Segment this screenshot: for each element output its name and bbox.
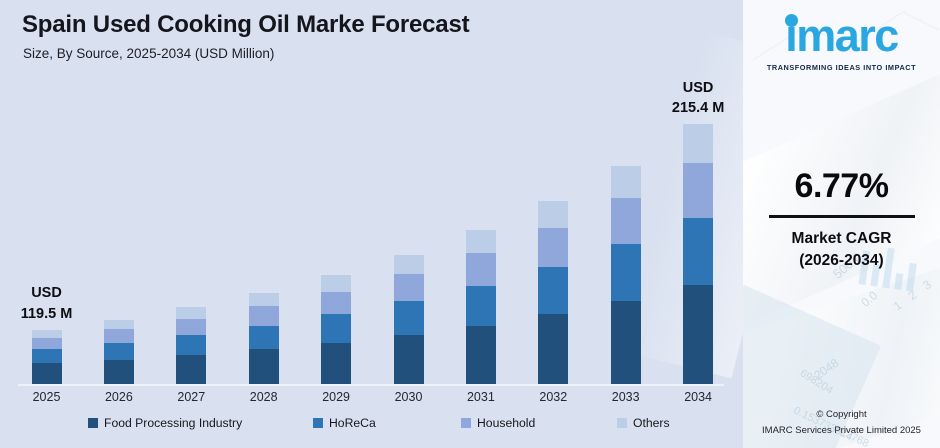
legend-label: Others xyxy=(633,416,670,430)
imarc-logo-dot-icon xyxy=(785,14,799,27)
bar-segment-household xyxy=(683,163,714,218)
imarc-logo: imarc TRANSFORMING IDEAS INTO IMPACT xyxy=(743,13,940,72)
chart-panel: Spain Used Cooking Oil Marke Forecast Si… xyxy=(0,0,743,448)
bar-segment-food-processing-industry xyxy=(610,301,641,384)
bar-segment-others xyxy=(538,200,569,229)
bar-2028 xyxy=(248,292,279,384)
bar-segment-others xyxy=(176,307,207,319)
x-axis-label-2032: 2032 xyxy=(539,390,568,404)
bar-2034 xyxy=(683,124,714,384)
legend: Food Processing Industry HoReCa Household O… xyxy=(0,416,743,440)
imarc-tagline: TRANSFORMING IDEAS INTO IMPACT xyxy=(766,63,917,72)
copyright-line2: IMARC Services Private Limited 2025 xyxy=(762,425,921,437)
bar-segment-others xyxy=(393,254,424,275)
x-axis-label-2034: 2034 xyxy=(684,390,712,404)
bar-segment-food-processing-industry xyxy=(393,334,424,384)
bar-segment-others xyxy=(103,319,134,330)
bar-segment-others xyxy=(683,124,714,164)
x-axis-label-2033: 2033 xyxy=(611,390,640,404)
bar-segment-horeca xyxy=(538,266,569,315)
bar-2029 xyxy=(321,275,352,384)
bar-segment-horeca xyxy=(683,217,714,286)
bar-2031 xyxy=(465,230,496,384)
bar-segment-others xyxy=(610,165,641,199)
bar-segment-food-processing-industry xyxy=(683,285,714,384)
legend-label: Food Processing Industry xyxy=(104,416,243,430)
value-label-2025: USD 119.5 M xyxy=(20,285,73,322)
bar-2025 xyxy=(31,330,62,384)
x-axis-label-2030: 2030 xyxy=(394,390,423,404)
legend-item-household: Household xyxy=(461,416,535,430)
value-label-2034: USD 215.4 M xyxy=(671,79,725,116)
cagr-label-line2: (2026-2034) xyxy=(799,252,884,270)
bar-segment-food-processing-industry xyxy=(465,325,496,384)
bar-segment-food-processing-industry xyxy=(248,349,279,384)
x-axis-label-2028: 2028 xyxy=(249,390,278,404)
bar-segment-others xyxy=(321,275,352,292)
bar-segment-food-processing-industry xyxy=(176,354,207,384)
legend-swatch-icon xyxy=(461,418,471,428)
bar-segment-horeca xyxy=(248,325,279,350)
bar-segment-food-processing-industry xyxy=(103,359,134,384)
cagr-underline xyxy=(768,215,915,218)
bar-segment-household xyxy=(393,274,424,302)
x-axis-label-2027: 2027 xyxy=(177,390,206,404)
legend-swatch-icon xyxy=(88,418,98,428)
bar-segment-household xyxy=(31,338,62,350)
cagr-value: 6.77% xyxy=(794,167,889,205)
chart-subtitle: Size, By Source, 2025-2034 (USD Million) xyxy=(23,46,275,61)
bar-2032 xyxy=(538,200,569,384)
legend-label: HoReCa xyxy=(329,416,376,430)
legend-label: Household xyxy=(477,416,536,430)
bar-2033 xyxy=(610,165,641,384)
copyright-line1: © Copyright xyxy=(816,408,867,420)
plot-area: 2025 2026 2027 2028 2029 2030 2031 2032 2033 2034… xyxy=(18,79,725,404)
x-axis-label-2029: 2029 xyxy=(322,390,350,404)
bar-segment-horeca xyxy=(176,334,207,355)
x-axis-label-2026: 2026 xyxy=(104,390,133,404)
decor-network-lines xyxy=(752,11,940,61)
bar-segment-household xyxy=(465,253,496,286)
bar-segment-household xyxy=(321,291,352,315)
legend-item-others: Others xyxy=(617,416,670,430)
copyright: © Copyright IMARC Services Private Limit… xyxy=(743,407,940,440)
bar-segment-others xyxy=(31,330,62,339)
legend-swatch-icon xyxy=(617,418,627,428)
bar-segment-food-processing-industry xyxy=(321,342,352,384)
bar-segment-others xyxy=(465,230,496,254)
bar-2030 xyxy=(393,254,424,384)
bar-segment-household xyxy=(176,318,207,335)
chart-title: Spain Used Cooking Oil Marke Forecast xyxy=(22,11,470,38)
bar-segment-others xyxy=(248,292,279,307)
legend-item-horeca: HoReCa xyxy=(313,416,376,430)
sidebar: 500.0 0.0 1 2 3 4 2048 698204 0.15373391… xyxy=(743,0,940,448)
imarc-logo-text: imarc xyxy=(785,10,899,61)
x-axis-label-2031: 2031 xyxy=(466,390,495,404)
bar-segment-horeca xyxy=(321,314,352,343)
bar-segment-food-processing-industry xyxy=(538,314,569,384)
bar-segment-household xyxy=(248,306,279,326)
x-axis-label-2025: 2025 xyxy=(32,390,61,404)
bar-segment-horeca xyxy=(610,244,641,302)
bar-segment-household xyxy=(538,228,569,267)
bar-segment-horeca xyxy=(103,342,134,360)
x-axis-line xyxy=(18,384,724,386)
bar-segment-horeca xyxy=(393,301,424,335)
bar-segment-household xyxy=(103,329,134,343)
legend-item-food-processing-industry: Food Processing Industry xyxy=(88,416,242,430)
bar-segment-horeca xyxy=(465,285,496,326)
cagr-label-line1: Market CAGR xyxy=(791,230,892,247)
bar-segment-horeca xyxy=(31,349,62,364)
legend-swatch-icon xyxy=(313,418,323,428)
cagr-block: 6.77% Market CAGR (2026-2034) xyxy=(743,167,940,273)
bar-segment-household xyxy=(610,198,641,245)
bar-segment-food-processing-industry xyxy=(31,363,62,384)
bar-2027 xyxy=(176,307,207,384)
bar-2026 xyxy=(103,319,134,384)
